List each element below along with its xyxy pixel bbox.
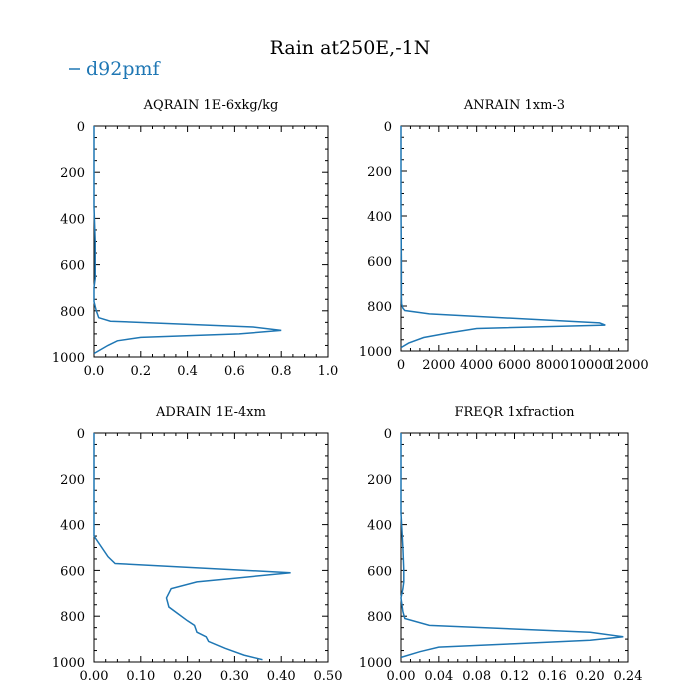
panel-title: FREQR 1xfraction — [454, 405, 575, 420]
x-tick-label: 12000 — [607, 358, 648, 373]
x-tick-label: 0.12 — [500, 669, 529, 684]
legend-label: d92pmf — [86, 58, 162, 80]
y-tick-label: 400 — [60, 212, 85, 227]
x-tick-label: 0.4 — [177, 364, 198, 379]
panel-title: ADRAIN 1E-4xm — [155, 405, 266, 420]
y-tick-label: 400 — [60, 519, 85, 534]
plot-frame — [93, 432, 329, 663]
x-tick-label: 0.24 — [614, 669, 643, 684]
series-line — [93, 126, 282, 355]
x-tick-label: 0.00 — [387, 669, 416, 684]
x-tick-label: 1.0 — [318, 364, 339, 379]
y-tick-label: 600 — [367, 564, 392, 579]
y-tick-label: 800 — [367, 610, 392, 625]
plot-frame — [400, 125, 629, 352]
y-tick-label: 400 — [367, 210, 392, 225]
y-tick-label: 800 — [60, 610, 85, 625]
x-tick-label: 0.20 — [173, 669, 202, 684]
y-tick-label: 0 — [384, 427, 392, 442]
x-tick-label: 4000 — [460, 358, 493, 373]
x-tick-label: 6000 — [498, 358, 531, 373]
x-tick-label: 0.2 — [130, 364, 151, 379]
x-tick-label: 0.0 — [84, 364, 105, 379]
panel-title: ANRAIN 1xm-3 — [463, 98, 565, 113]
panel-1: AQRAIN 1E-6xkg/kg 0 200 400 600 800 10000.0 0.2… — [52, 98, 338, 379]
legend: d92pmf — [69, 58, 162, 80]
y-tick-label: 200 — [367, 165, 392, 180]
y-tick-label: 600 — [60, 259, 85, 274]
x-tick-label: 10000 — [569, 358, 610, 373]
y-tick-label: 600 — [367, 255, 392, 270]
x-tick-label: 0.08 — [462, 669, 491, 684]
x-tick-label: 0.00 — [80, 669, 109, 684]
x-tick-label: 0.50 — [314, 669, 343, 684]
x-tick-label: 0.8 — [271, 364, 292, 379]
x-tick-label: 0.04 — [424, 669, 453, 684]
plot-frame — [400, 432, 629, 663]
x-tick-label: 2000 — [422, 358, 455, 373]
y-tick-label: 0 — [77, 120, 85, 135]
y-tick-label: 200 — [60, 166, 85, 181]
y-tick-label: 800 — [367, 300, 392, 315]
series-line — [400, 433, 624, 659]
y-tick-label: 200 — [367, 473, 392, 488]
panel-title: AQRAIN 1E-6xkg/kg — [143, 98, 279, 113]
y-tick-label: 0 — [77, 427, 85, 442]
y-tick-label: 200 — [60, 473, 85, 488]
x-tick-label: 0.20 — [576, 669, 605, 684]
y-tick-label: 800 — [60, 305, 85, 320]
x-tick-label: 0 — [397, 358, 405, 373]
x-tick-label: 0.10 — [126, 669, 155, 684]
y-tick-label: 400 — [367, 519, 392, 534]
y-tick-label: 1000 — [359, 656, 392, 671]
y-tick-label: 1000 — [52, 351, 85, 366]
x-tick-label: 0.16 — [538, 669, 567, 684]
panel-3: ADRAIN 1E-4xm 0 200 400 600 800 10000.00 0.10 0.… — [52, 405, 343, 684]
x-tick-label: 0.30 — [220, 669, 249, 684]
y-tick-label: 1000 — [359, 345, 392, 360]
y-tick-label: 600 — [60, 564, 85, 579]
x-tick-label: 8000 — [536, 358, 569, 373]
y-tick-label: 0 — [384, 120, 392, 135]
series-line — [400, 126, 606, 349]
figure-title: Rain at250E,-1N — [270, 37, 431, 59]
x-tick-label: 0.40 — [267, 669, 296, 684]
panel-4: FREQR 1xfraction 0 200 400 600 800 10000.00 0.0… — [359, 405, 643, 684]
series-line — [93, 433, 291, 661]
y-tick-label: 1000 — [52, 656, 85, 671]
x-tick-label: 0.6 — [224, 364, 245, 379]
